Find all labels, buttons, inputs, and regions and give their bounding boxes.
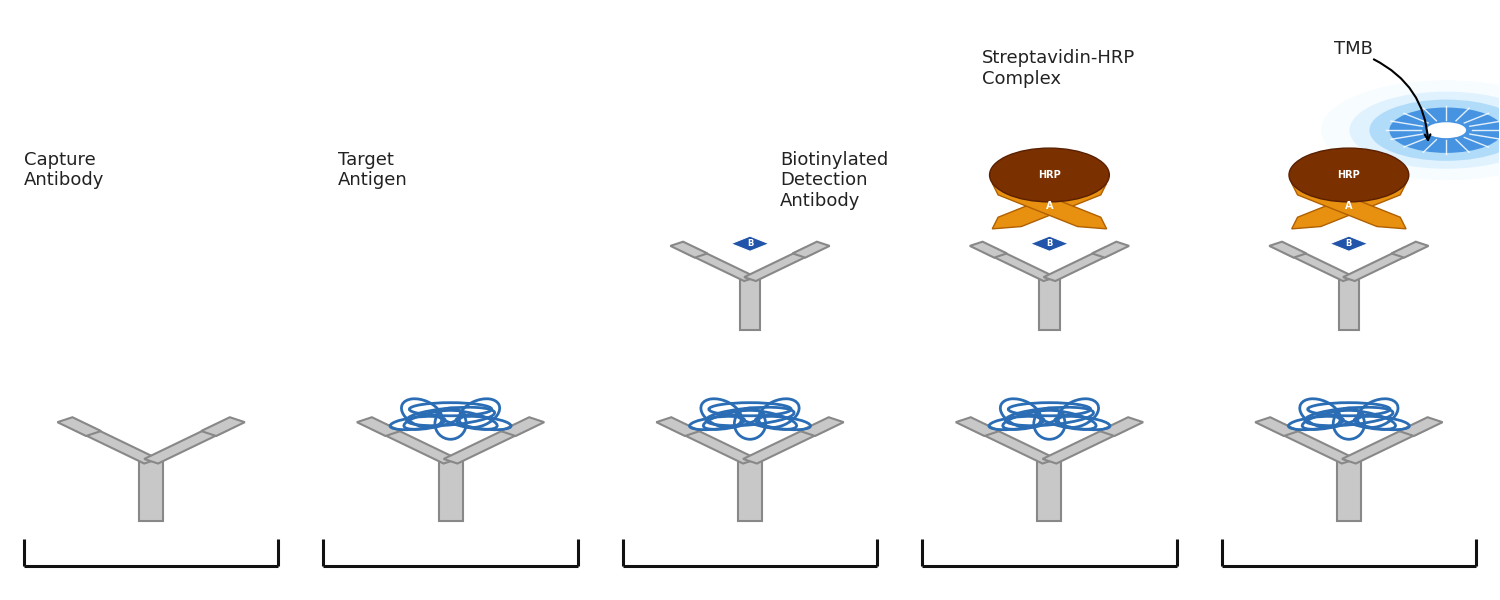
Polygon shape bbox=[744, 248, 818, 281]
Circle shape bbox=[1350, 92, 1500, 169]
Polygon shape bbox=[670, 424, 758, 464]
Polygon shape bbox=[1392, 242, 1428, 257]
Text: B: B bbox=[1346, 239, 1352, 248]
Text: B: B bbox=[747, 239, 753, 248]
Polygon shape bbox=[144, 424, 230, 464]
Polygon shape bbox=[1030, 236, 1068, 251]
Ellipse shape bbox=[990, 148, 1110, 202]
Polygon shape bbox=[1400, 417, 1443, 436]
Polygon shape bbox=[1292, 183, 1406, 229]
FancyBboxPatch shape bbox=[438, 461, 462, 521]
Polygon shape bbox=[730, 236, 770, 251]
FancyBboxPatch shape bbox=[140, 461, 164, 521]
FancyBboxPatch shape bbox=[1338, 279, 1359, 330]
Ellipse shape bbox=[1288, 148, 1408, 202]
Polygon shape bbox=[1044, 248, 1116, 281]
Polygon shape bbox=[970, 424, 1056, 464]
Polygon shape bbox=[1342, 248, 1416, 281]
Text: A: A bbox=[1346, 201, 1353, 211]
Polygon shape bbox=[1256, 417, 1299, 436]
Polygon shape bbox=[982, 248, 1056, 281]
Circle shape bbox=[1322, 80, 1500, 180]
Polygon shape bbox=[1282, 248, 1354, 281]
FancyBboxPatch shape bbox=[1038, 461, 1062, 521]
Text: B: B bbox=[1047, 239, 1053, 248]
Polygon shape bbox=[682, 248, 756, 281]
Polygon shape bbox=[670, 242, 708, 257]
Polygon shape bbox=[970, 242, 1006, 257]
Polygon shape bbox=[993, 183, 1107, 229]
FancyBboxPatch shape bbox=[738, 461, 762, 521]
Polygon shape bbox=[742, 424, 830, 464]
Polygon shape bbox=[372, 424, 458, 464]
Polygon shape bbox=[57, 417, 100, 436]
Text: Capture
Antibody: Capture Antibody bbox=[24, 151, 104, 190]
Polygon shape bbox=[501, 417, 544, 436]
Polygon shape bbox=[800, 417, 843, 436]
FancyBboxPatch shape bbox=[1040, 279, 1059, 330]
Text: A: A bbox=[1046, 201, 1053, 211]
Circle shape bbox=[1389, 107, 1500, 153]
Polygon shape bbox=[201, 417, 244, 436]
Text: Streptavidin-HRP
Complex: Streptavidin-HRP Complex bbox=[982, 49, 1136, 88]
Polygon shape bbox=[993, 183, 1107, 229]
Polygon shape bbox=[1269, 242, 1306, 257]
Polygon shape bbox=[792, 242, 830, 257]
Circle shape bbox=[1370, 100, 1500, 161]
Polygon shape bbox=[956, 417, 999, 436]
Polygon shape bbox=[1092, 242, 1130, 257]
FancyBboxPatch shape bbox=[1336, 461, 1360, 521]
Polygon shape bbox=[1330, 236, 1368, 251]
Polygon shape bbox=[1270, 424, 1356, 464]
Polygon shape bbox=[1100, 417, 1143, 436]
Text: HRP: HRP bbox=[1338, 170, 1360, 180]
Text: HRP: HRP bbox=[1038, 170, 1060, 180]
Polygon shape bbox=[1042, 424, 1128, 464]
Circle shape bbox=[1426, 122, 1466, 138]
Polygon shape bbox=[1342, 424, 1428, 464]
FancyBboxPatch shape bbox=[740, 279, 760, 330]
Polygon shape bbox=[72, 424, 158, 464]
Polygon shape bbox=[657, 417, 700, 436]
Polygon shape bbox=[444, 424, 530, 464]
Polygon shape bbox=[357, 417, 401, 436]
Polygon shape bbox=[1292, 183, 1406, 229]
Text: Biotinylated
Detection
Antibody: Biotinylated Detection Antibody bbox=[780, 151, 888, 210]
Text: Target
Antigen: Target Antigen bbox=[339, 151, 408, 190]
Text: TMB: TMB bbox=[1334, 40, 1372, 58]
